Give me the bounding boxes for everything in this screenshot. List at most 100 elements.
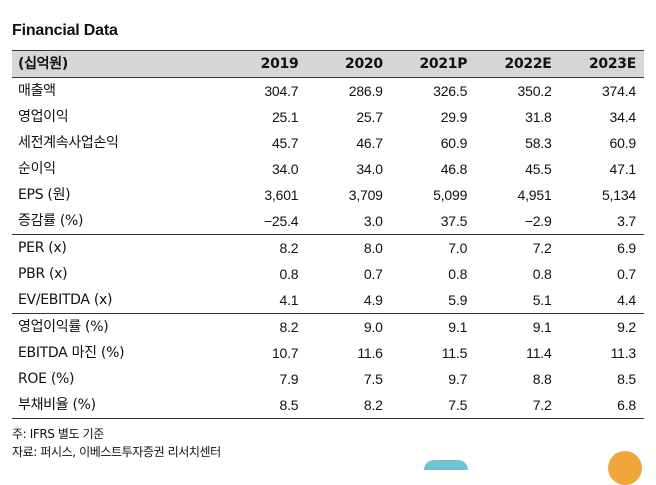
table-row: 영업이익 25.1 25.7 29.9 31.8 34.4 [12,104,644,130]
row-label: PER (x) [12,234,222,261]
row-value: 9.1 [390,313,476,340]
row-value: 9.1 [475,313,560,340]
row-value: 9.2 [559,313,644,340]
header-year-2023e: 2023E [559,50,644,78]
row-label: EPS (원) [18,187,71,203]
row-value: 58.3 [525,135,552,151]
footnote-source: 자료: 퍼시스, 이베스트투자증권 리서치센터 [12,445,221,459]
row-value: 8.5 [617,371,636,387]
row-value: 47.1 [609,161,637,177]
row-value: 37.5 [440,213,468,229]
table-row: 부채비율 (%) 8.5 8.2 7.5 7.2 6.8 [12,392,644,419]
row-value: 11.3 [610,345,637,361]
row-value: 5,099 [433,187,468,203]
row-value: 5,134 [601,187,636,203]
decorative-teal-shape [424,460,468,470]
row-value: 8.5 [222,392,307,419]
row-value: 45.5 [525,161,552,177]
row-value: 60.9 [609,135,637,151]
row-value: 6.9 [559,234,644,261]
row-value: 8.2 [222,313,307,340]
header-unit-label: (십억원) [12,50,222,78]
row-value: 7.5 [390,392,476,419]
header-year-2019: 2019 [222,50,307,78]
table-row: EV/EBITDA (x) 4.1 4.9 5.9 5.1 4.4 [12,287,644,314]
row-value: 11.4 [526,345,552,361]
row-label: 매출액 [18,83,56,99]
row-label: 증감률 (%) [18,213,84,229]
row-label: 영업이익 [18,109,69,125]
row-label: 순이익 [18,161,56,177]
table-row: 영업이익률 (%) 8.2 9.0 9.1 9.1 9.2 [12,313,644,340]
row-value: 350.2 [517,83,552,99]
row-value: 3,709 [348,187,383,203]
table-row: ROE (%) 7.9 7.5 9.7 8.8 8.5 [12,366,644,392]
row-value: 34.4 [609,109,637,125]
row-value: 34.0 [356,161,383,177]
row-label: EBITDA 마진 (%) [18,345,125,361]
row-value: 11.5 [441,345,468,361]
table-header-row: (십억원) 2019 2020 2021P 2022E 2023E [12,50,644,78]
row-value: 8.0 [306,234,391,261]
header-year-2020: 2020 [306,50,391,78]
row-value: 8.2 [306,392,391,419]
row-value: 374.4 [601,83,636,99]
row-value: 4.9 [363,292,383,308]
row-value: 34.0 [271,161,299,177]
row-value: 8.8 [532,371,552,387]
row-value: 45.7 [271,135,299,151]
row-label: 세전계속사업손익 [18,135,119,151]
row-value: 7.2 [475,234,560,261]
row-value: 9.0 [306,313,391,340]
row-value: 25.1 [271,109,299,125]
row-value: 25.7 [356,109,383,125]
financial-data-table: (십억원) 2019 2020 2021P 2022E 2023E 매출액 30… [12,50,644,419]
row-value: −2.9 [524,213,552,229]
row-value: 11.6 [357,345,383,361]
row-value: 7.0 [390,234,476,261]
row-value: 31.8 [525,109,552,125]
row-value: 3,601 [264,187,299,203]
header-year-2021p: 2021P [390,50,476,78]
table-title: Financial Data [12,22,118,39]
row-value: 304.7 [264,83,299,99]
table-row: 순이익 34.0 34.0 46.8 45.5 47.1 [12,156,644,182]
row-value: 7.5 [363,371,383,387]
table-row: PBR (x) 0.8 0.7 0.8 0.8 0.7 [12,261,644,287]
row-value: 46.8 [440,161,468,177]
decorative-orange-circle [608,451,642,485]
row-value: 6.8 [559,392,644,419]
row-value: 3.7 [617,213,636,229]
row-value: 4.4 [617,292,636,308]
row-value: 5.9 [448,292,468,308]
row-value: 3.0 [363,213,383,229]
row-value: 46.7 [356,135,383,151]
table-row: EPS (원) 3,601 3,709 5,099 4,951 5,134 [12,182,644,208]
header-year-2022e: 2022E [475,50,560,78]
table-row: 세전계속사업손익 45.7 46.7 60.9 58.3 60.9 [12,130,644,156]
row-value: 60.9 [440,135,468,151]
row-value: 4,951 [517,187,552,203]
row-value: 326.5 [433,83,468,99]
row-value: −25.4 [263,213,299,229]
row-label: ROE (%) [18,371,75,387]
row-value: 8.2 [222,234,307,261]
row-value: 5.1 [532,292,552,308]
row-label: EV/EBITDA (x) [18,292,113,308]
row-value: 9.7 [448,371,468,387]
table-row: PER (x) 8.2 8.0 7.0 7.2 6.9 [12,234,644,261]
row-value: 0.7 [363,266,383,282]
row-value: 286.9 [348,83,383,99]
row-value: 7.2 [475,392,560,419]
row-label: 영업이익률 (%) [12,313,222,340]
row-value: 0.8 [532,266,552,282]
row-value: 29.9 [440,109,468,125]
row-value: 0.7 [617,266,636,282]
row-value: 0.8 [279,266,299,282]
row-value: 0.8 [448,266,468,282]
row-value: 4.1 [279,292,299,308]
row-value: 10.7 [271,345,299,361]
table-row: EBITDA 마진 (%) 10.7 11.6 11.5 11.4 11.3 [12,340,644,366]
row-value: 7.9 [279,371,299,387]
row-label: PBR (x) [18,266,68,282]
